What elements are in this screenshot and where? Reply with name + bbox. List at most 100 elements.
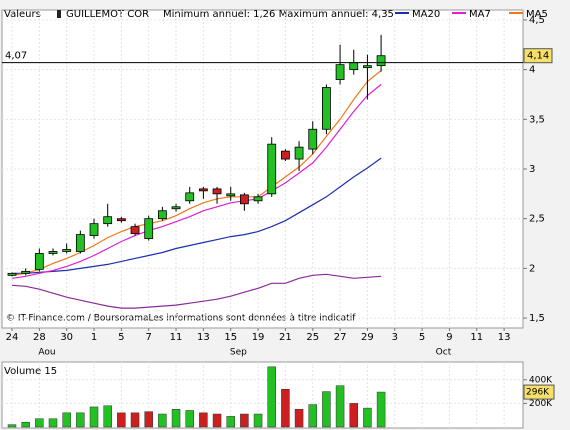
x-tick-label: 5 [118, 332, 124, 343]
candle-body [253, 196, 263, 202]
volume-bar [253, 413, 263, 428]
candle-body [280, 150, 290, 160]
x-tick-label: 9 [446, 332, 452, 343]
x-tick-label: 21 [279, 332, 292, 343]
y-tick-label: 200K [529, 399, 553, 409]
legend-label: MA20 [412, 9, 440, 20]
last-volume-box [523, 384, 555, 400]
volume-bar [144, 411, 153, 428]
volume-bar [62, 412, 71, 428]
y-tick-label: 1,5 [529, 313, 545, 324]
y-tick-label: 2 [529, 263, 535, 274]
month-label: Sep [230, 348, 247, 358]
volume-bar [48, 418, 58, 428]
x-tick-label: 1 [91, 332, 97, 343]
x-tick-label: 24 [6, 332, 19, 343]
volume-bar [226, 416, 235, 428]
volume-bar [117, 412, 126, 428]
x-tick-label: 15 [224, 332, 237, 343]
candle-body [335, 64, 345, 80]
candle-body [322, 87, 331, 130]
volume-title: Volume 15 [4, 366, 57, 377]
y-tick-label: 4 [529, 65, 535, 76]
x-tick-label: 27 [334, 332, 347, 343]
header-marker [57, 10, 61, 18]
y-tick-label: 3,5 [529, 114, 545, 125]
reference-label: 4,07 [5, 51, 27, 62]
candle-body [294, 146, 304, 160]
line-series [12, 157, 382, 274]
x-tick-label: 13 [197, 332, 210, 343]
volume-bar [199, 412, 208, 428]
volume-bar [294, 409, 304, 428]
candle-body [267, 143, 277, 195]
candle-body [376, 55, 386, 67]
volume-bar [212, 413, 222, 428]
candle-body [75, 234, 85, 252]
x-tick-label: 5 [419, 332, 425, 343]
volume-bar [376, 391, 386, 428]
volume-bar [158, 413, 167, 428]
candle-body [34, 253, 44, 270]
volume-bar [240, 413, 249, 428]
month-label: Aou [38, 348, 55, 358]
volume-bar [308, 404, 317, 428]
candle-body [226, 193, 236, 197]
line-series [11, 273, 382, 309]
chart-subtitle: Minimum annuel: 1,26 Maximum annuel: 4,3… [163, 9, 394, 20]
volume-bar [185, 410, 194, 428]
volume-panel [1, 361, 524, 429]
candle-body [144, 218, 154, 239]
volume-bar [89, 406, 99, 428]
source-note: © IT-Finance.com / BoursoramaLes informa… [6, 313, 356, 324]
x-tick-label: 25 [306, 332, 319, 343]
candle-body [363, 65, 372, 69]
x-tick-label: 30 [60, 332, 73, 343]
candle-body [7, 272, 17, 276]
y-tick-label: 2,5 [529, 214, 545, 225]
volume-bar [7, 424, 17, 428]
y-tick-label: 4,5 [529, 15, 545, 26]
candle-body [62, 249, 72, 252]
volume-bar [267, 366, 276, 428]
candle-body [198, 188, 208, 192]
volume-bar [21, 422, 30, 428]
candle-body [185, 192, 195, 202]
volume-bar [130, 412, 140, 428]
volume-bar [35, 418, 44, 428]
candle-body [171, 206, 181, 210]
volume-bar [322, 391, 331, 428]
candle-body [130, 226, 140, 234]
x-tick-label: 19 [252, 332, 265, 343]
volume-bar [363, 407, 372, 428]
candle-body [116, 218, 126, 222]
header-label: Valeurs [4, 9, 41, 20]
x-tick-label: 13 [498, 332, 511, 343]
line-series [11, 70, 382, 276]
volume-bar [335, 385, 345, 428]
candle-body [89, 223, 99, 236]
volume-bar [281, 388, 290, 428]
candle-body [349, 62, 359, 71]
last-volume-label: 296K [526, 388, 550, 398]
volume-bar [349, 403, 358, 428]
candle-body [308, 128, 318, 150]
x-tick-label: 11 [470, 332, 483, 343]
y-tick-label: 3 [529, 164, 535, 175]
last-price-box [523, 48, 553, 64]
candle-body [212, 188, 222, 195]
candle-body [48, 251, 58, 254]
volume-bar [76, 412, 85, 428]
volume-bar [171, 409, 181, 428]
candle-body [21, 270, 31, 274]
y-tick-label: 400K [529, 375, 553, 385]
volume-bar [103, 405, 112, 428]
line-series [11, 84, 382, 279]
chart-title: GUILLEMOT COR [66, 9, 149, 20]
last-price-label: 4,14 [527, 51, 549, 62]
x-tick-label: 3 [392, 332, 398, 343]
candle-body [157, 210, 167, 220]
x-tick-label: 28 [33, 332, 46, 343]
